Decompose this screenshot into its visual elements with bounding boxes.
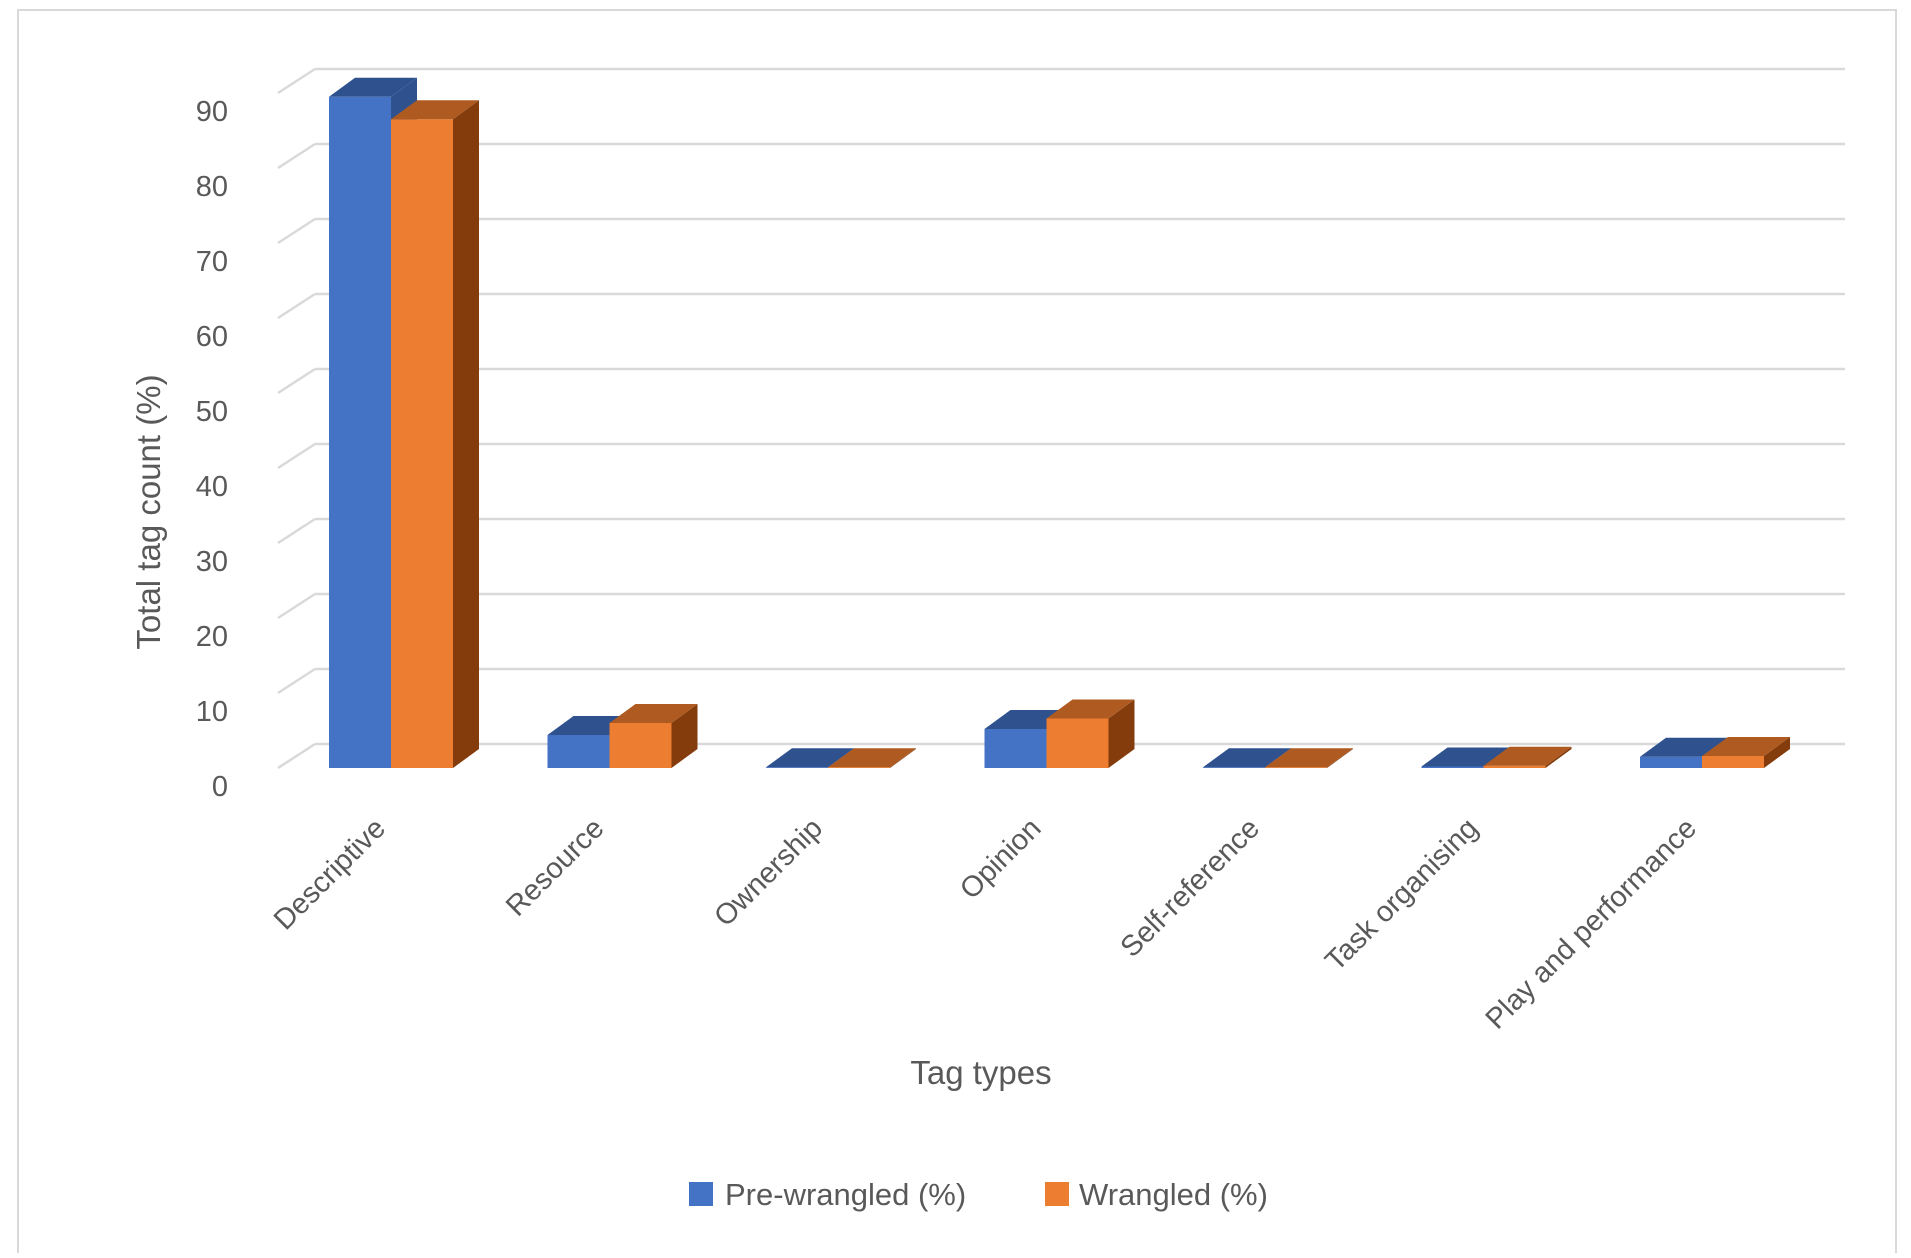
legend-swatch — [689, 1182, 713, 1206]
y-tick-label: 50 — [196, 396, 228, 428]
bar — [1265, 767, 1327, 768]
x-tick-label: Descriptive — [268, 812, 392, 936]
gridline-depth — [277, 742, 316, 770]
gridline-depth — [277, 667, 316, 695]
y-tick-label: 80 — [196, 171, 228, 203]
x-tick-labels: Descriptive Resource Ownership Opinion Self-… — [268, 812, 1703, 1035]
bar-top — [1046, 699, 1135, 719]
x-tick-label: Self-reference — [1115, 812, 1266, 963]
gridlines — [277, 67, 1845, 770]
x-tick-label: Task organising — [1319, 812, 1484, 977]
bar — [391, 119, 453, 768]
x-tick-label: Resource — [500, 812, 610, 922]
gridline-depth — [277, 142, 316, 170]
bar — [1421, 766, 1484, 768]
bar-top — [1203, 748, 1291, 768]
y-tick-label: 0 — [212, 771, 228, 803]
bar — [1203, 767, 1265, 768]
x-tick-label: Ownership — [708, 812, 829, 933]
bar — [828, 767, 890, 768]
y-axis-title: Total tag count (%) — [130, 374, 167, 649]
bar-side — [1764, 737, 1790, 768]
bar — [984, 729, 1047, 768]
bars — [329, 77, 1790, 768]
bar — [1483, 765, 1546, 768]
bar-top — [329, 77, 417, 97]
gridline-depth — [277, 517, 316, 545]
x-tick-label: Play and performance — [1480, 812, 1703, 1035]
x-axis-title: Tag types — [910, 1054, 1051, 1091]
bar-side — [890, 748, 916, 768]
legend: Pre-wrangled (%) Wrangled (%) — [689, 1177, 1268, 1212]
y-tick-label: 10 — [196, 696, 228, 728]
bar — [1640, 756, 1702, 768]
y-tick-label: 20 — [196, 621, 228, 653]
bar — [1046, 718, 1109, 768]
gridline-depth — [277, 592, 316, 620]
bar-side — [453, 100, 479, 768]
chart-border — [17, 9, 1897, 1258]
gridline-depth — [277, 442, 316, 470]
y-tick-label: 60 — [196, 321, 228, 353]
bar-top — [1483, 746, 1572, 766]
bar-top — [828, 748, 916, 768]
y-tick-label: 30 — [196, 546, 228, 578]
bar-top — [391, 100, 479, 120]
bar-side — [671, 704, 698, 768]
bar-top — [1702, 737, 1790, 756]
x-tick-label: Opinion — [954, 812, 1047, 905]
y-tick-label: 70 — [196, 246, 228, 278]
legend-swatch — [1045, 1182, 1069, 1206]
legend-label: Wrangled (%) — [1079, 1177, 1268, 1212]
y-tick-label: 40 — [196, 471, 228, 503]
bar — [609, 723, 672, 768]
gridline-depth — [277, 217, 316, 245]
bar-top — [766, 748, 854, 768]
bar-top — [1265, 748, 1353, 768]
bar-top — [1421, 747, 1510, 767]
gridline-depth — [277, 367, 316, 395]
gridline-depth — [277, 292, 316, 320]
bar-side — [1327, 748, 1353, 768]
bar-side — [1545, 746, 1572, 768]
y-tick-label: 90 — [196, 96, 228, 128]
bar — [1702, 756, 1764, 768]
y-tick-labels: 0 10 20 30 40 50 60 70 80 90 — [196, 96, 228, 803]
bar-top — [609, 704, 698, 723]
bar-side — [1108, 699, 1135, 768]
legend-label: Pre-wrangled (%) — [725, 1177, 966, 1212]
gridline-depth — [277, 67, 316, 95]
bar — [329, 96, 391, 768]
bar — [547, 735, 610, 768]
bar-top — [1640, 737, 1728, 757]
bar — [766, 767, 828, 768]
